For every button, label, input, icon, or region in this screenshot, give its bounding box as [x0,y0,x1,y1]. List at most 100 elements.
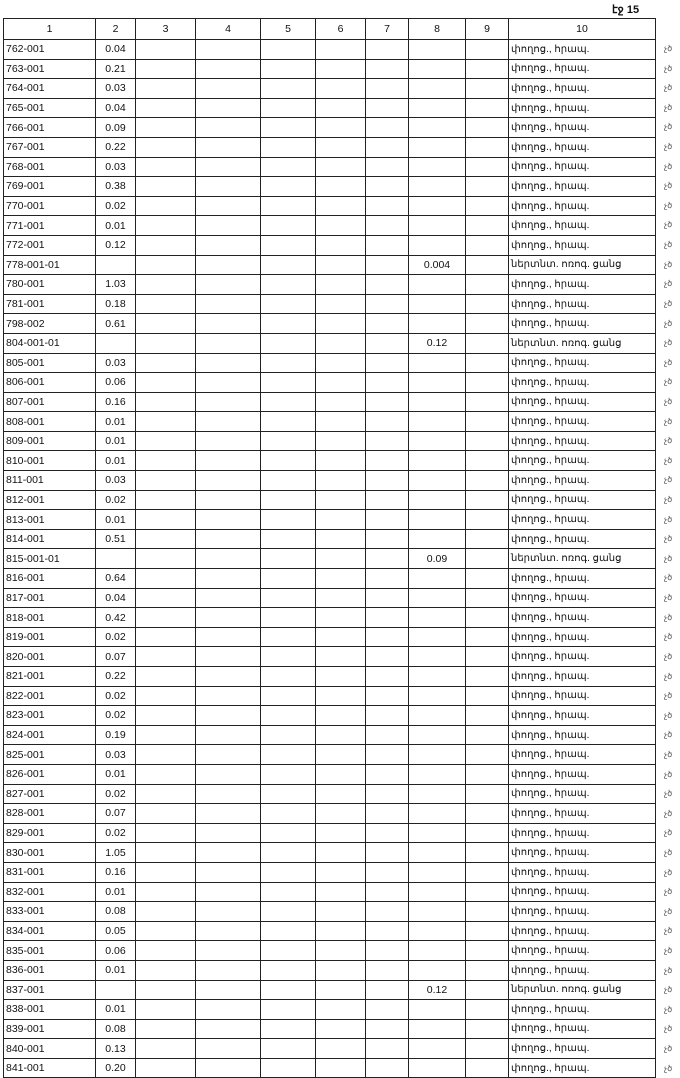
empty-cell-col5 [260,195,316,217]
margin-mark: չծ [664,495,673,505]
area-cell-col2: 0.02 [95,626,136,648]
land-use-cell: փողոց., հրապ. [508,136,656,158]
empty-cell-col9 [465,332,509,354]
parcel-code-cell: 834-001 [3,920,96,942]
empty-cell-col6 [315,626,366,648]
empty-cell-col5 [260,979,316,1001]
land-use-cell: փողոց., հրապ. [508,803,656,824]
area-cell-col2: 0.16 [95,861,136,883]
land-use-cell: փողոց., հրապ. [508,822,656,844]
empty-cell-col7 [365,78,409,99]
table-row: 770-001 0.02 փողոց., հրապ. [3,195,656,217]
empty-cell-col6 [315,352,366,374]
empty-cell-col4 [195,842,261,863]
table-row: 812-001 0.02 փողոց., հրապ. [3,489,656,511]
area-cell-col8: 0.09 [408,548,466,570]
table-row: 826-001 0.01 փողոց., հրապ. [3,763,656,785]
empty-cell-col4 [195,489,261,511]
empty-cell-col5 [260,97,316,119]
area-cell-col2: 0.12 [95,234,136,256]
margin-mark: չծ [664,318,673,328]
land-use-cell: փողոց., հրապ. [508,1018,656,1040]
empty-cell-col6 [315,528,366,550]
area-cell-col8 [408,411,466,432]
margin-mark: չծ [664,867,673,877]
margin-mark: չծ [664,769,673,779]
area-cell-col2: 0.04 [95,39,136,60]
parcel-code-cell: 808-001 [3,411,96,432]
empty-cell-col6 [315,274,366,295]
parcel-code-cell: 835-001 [3,940,96,961]
empty-cell-col5 [260,254,316,276]
empty-cell-col7 [365,509,409,530]
parcel-code-cell: 826-001 [3,763,96,785]
empty-cell-col6 [315,901,366,922]
land-use-cell: փողոց., հրապ. [508,313,656,334]
empty-cell-col7 [365,861,409,883]
margin-mark: չծ [664,1004,673,1014]
empty-cell-col6 [315,666,366,687]
table-row: 815-001-01 0.09 ներտնտ. ոռոգ. ցանց [3,548,656,570]
table-body: 762-001 0.04 փողոց., հրապ. 763-001 0.21 փողոց… [3,39,656,1078]
empty-cell-col3 [135,430,196,452]
table-row: 827-001 0.02 փողոց., հրապ. [3,783,656,805]
empty-cell-col5 [260,724,316,746]
margin-mark: չծ [664,946,673,956]
area-cell-col8 [408,97,466,119]
margin-mark: չծ [664,377,673,387]
empty-cell-col6 [315,313,366,334]
area-cell-col8: 0.004 [408,254,466,276]
empty-cell-col3 [135,959,196,981]
table-row: 778-001-01 0.004 ներտնտ. ոռոգ. ցանց [3,254,656,276]
empty-cell-col7 [365,548,409,570]
empty-cell-col7 [365,117,409,138]
parcel-code-cell: 821-001 [3,666,96,687]
margin-mark: չծ [664,593,673,603]
empty-cell-col5 [260,901,316,922]
margin-mark: չծ [664,808,673,818]
land-parcel-table: 1 2 3 4 5 6 7 8 9 10 762-001 0.04 փողոց., … [3,18,656,1078]
empty-cell-col3 [135,979,196,1001]
land-use-cell: փողոց., հրապ. [508,666,656,687]
empty-cell-col9 [465,1038,509,1059]
empty-cell-col6 [315,1057,366,1078]
empty-cell-col7 [365,783,409,805]
parcel-code-cell: 818-001 [3,607,96,628]
table-row: 836-001 0.01 փողոց., հրապ. [3,959,656,981]
empty-cell-col4 [195,430,261,452]
area-cell-col8 [408,724,466,746]
empty-cell-col9 [465,685,509,707]
land-use-cell: փողոց., հրապ. [508,901,656,922]
empty-cell-col3 [135,587,196,609]
land-use-cell: փողոց., հրապ. [508,568,656,589]
empty-cell-col3 [135,254,196,276]
empty-cell-col7 [365,568,409,589]
empty-cell-col3 [135,332,196,354]
empty-cell-col4 [195,411,261,432]
margin-mark: չծ [664,200,673,210]
empty-cell-col6 [315,1038,366,1059]
empty-cell-col7 [365,607,409,628]
area-cell-col8 [408,372,466,393]
empty-cell-col5 [260,842,316,863]
empty-cell-col7 [365,1057,409,1078]
land-use-cell: փողոց., հրապ. [508,489,656,511]
empty-cell-col4 [195,861,261,883]
parcel-code-cell: 813-001 [3,509,96,530]
empty-cell-col7 [365,489,409,511]
empty-cell-col4 [195,1018,261,1040]
empty-cell-col6 [315,744,366,765]
area-cell-col8 [408,117,466,138]
area-cell-col8 [408,763,466,785]
table-row: 798-002 0.61 փողոց., հրապ. [3,313,656,334]
column-header: 6 [315,18,366,40]
empty-cell-col9 [465,1018,509,1040]
table-row: 819-001 0.02 փողոց., հրապ. [3,626,656,648]
empty-cell-col3 [135,136,196,158]
empty-cell-col9 [465,959,509,981]
parcel-code-cell: 806-001 [3,372,96,393]
area-cell-col2: 0.20 [95,1057,136,1078]
empty-cell-col9 [465,39,509,60]
empty-cell-col4 [195,195,261,217]
empty-cell-col7 [365,430,409,452]
